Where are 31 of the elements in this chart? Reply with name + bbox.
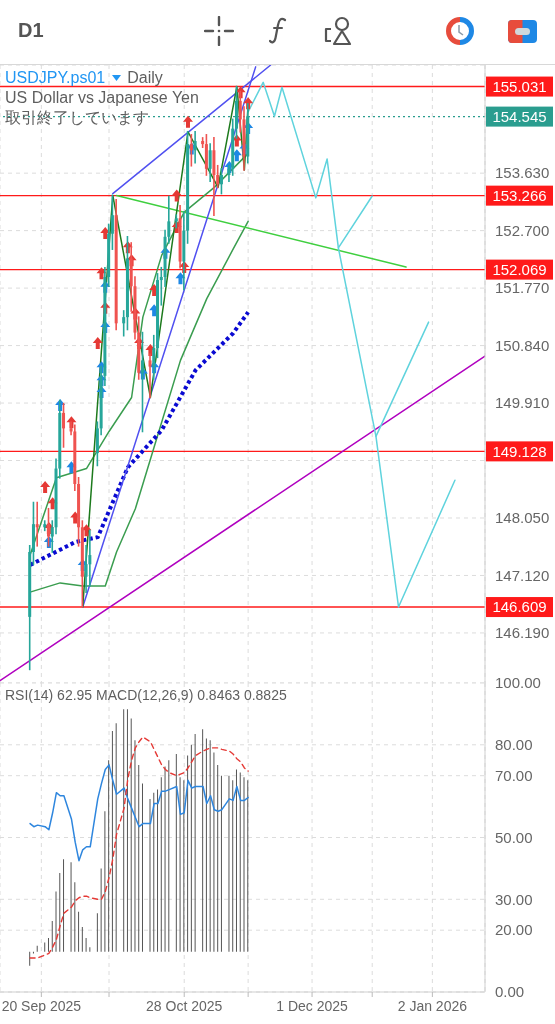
ref-line-label: 155.031	[492, 77, 547, 95]
x-tick-label: 28 Oct 2025	[146, 997, 223, 1014]
ref-line-label: 154.545	[492, 107, 547, 125]
ref-line-label: 152.069	[492, 260, 547, 278]
x-tick-label: 20 Sep 2025	[1, 997, 82, 1014]
y-tick-label: 20.00	[495, 921, 533, 939]
y-tick-label: 149.910	[495, 394, 550, 412]
ref-line-label: 149.128	[492, 442, 547, 460]
y-tick-label: 152.700	[495, 221, 550, 239]
y-tick-label: 100.00	[495, 674, 541, 692]
y-tick-label: 150.840	[495, 336, 550, 354]
y-tick-label: 153.630	[495, 164, 550, 182]
y-tick-label: 70.00	[495, 766, 533, 784]
ref-line-label: 146.609	[492, 598, 547, 616]
x-tick-label: 1 Dec 2025	[276, 997, 349, 1014]
chart-title: RSI(14) 62.95 MACD(12,26,9) 0.8463 0.8825	[5, 686, 287, 704]
annotation: 取引終了しています	[5, 108, 150, 128]
x-tick-label: 2 Jan 2026	[397, 997, 468, 1014]
annotation: US Dollar vs Japanese Yen	[5, 88, 199, 108]
chart-subtitle: Daily	[127, 68, 163, 88]
y-tick-label: 0.00	[495, 983, 525, 1001]
y-tick-label: 146.190	[495, 624, 550, 642]
ref-line-label: 153.266	[492, 186, 547, 204]
chart-title: USDJPY.ps01	[5, 68, 106, 88]
y-tick-label: 147.120	[495, 566, 550, 584]
y-tick-label: 80.00	[495, 736, 533, 754]
y-tick-label: 151.770	[495, 279, 550, 297]
y-tick-label: 50.00	[495, 828, 533, 846]
text: D1	[18, 19, 44, 41]
y-tick-label: 148.050	[495, 509, 550, 527]
y-tick-label: 30.00	[495, 890, 533, 908]
